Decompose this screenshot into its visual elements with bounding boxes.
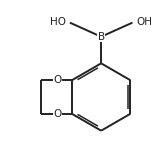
Text: O: O xyxy=(53,109,62,119)
Text: HO: HO xyxy=(50,17,66,27)
Text: O: O xyxy=(53,75,62,85)
Text: OH: OH xyxy=(136,17,152,27)
Text: B: B xyxy=(98,32,105,42)
